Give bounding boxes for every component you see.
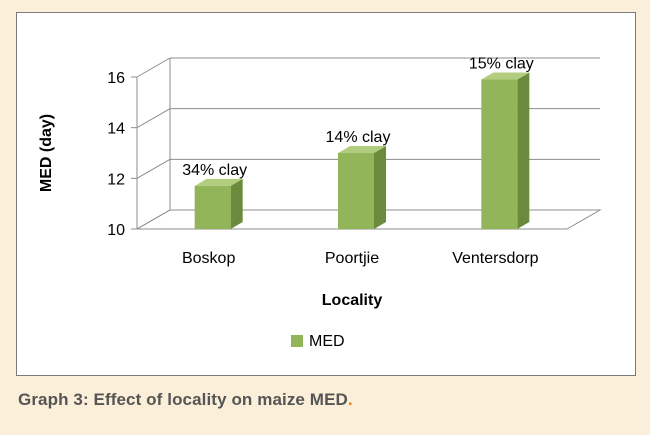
bar-1 (338, 153, 374, 229)
caption-text: Graph 3: Effect of locality on maize MED (18, 390, 348, 409)
legend-label: MED (309, 333, 345, 350)
chart-floor (135, 209, 602, 230)
x-tick-label: Poortjie (325, 250, 379, 267)
y-tick-label: 12 (107, 171, 125, 188)
gridline-side-2 (136, 108, 171, 129)
gridline-side-3 (136, 57, 171, 78)
chart-frame: 10 12 14 16 MED (day) 34% clay Boskop 14% clay P… (16, 12, 636, 376)
bar-side-1 (374, 146, 386, 229)
bar-side-2 (517, 72, 530, 230)
x-axis-title: Locality (322, 292, 383, 309)
bar-data-label: 14% clay (326, 129, 391, 146)
bar-data-label: 15% clay (469, 56, 534, 73)
bar-data-label: 34% clay (182, 162, 247, 179)
x-tick-label: Boskop (182, 250, 235, 267)
bar-top-2 (481, 72, 530, 80)
y-tick-label: 16 (107, 70, 125, 87)
bar-top-1 (338, 146, 386, 153)
gridline-side-1 (136, 158, 171, 179)
y-axis-title: MED (day) (38, 114, 55, 192)
bar-0 (194, 185, 231, 229)
bar-2 (481, 79, 518, 230)
bar-top-0 (194, 178, 243, 186)
caption-end-mark: . (347, 390, 353, 409)
legend-swatch (291, 335, 303, 347)
figure-caption: Graph 3: Effect of locality on maize MED… (18, 390, 353, 410)
bar-side-0 (230, 178, 243, 229)
y-tick-label: 10 (107, 222, 125, 239)
med-bar-chart: 10 12 14 16 MED (day) 34% clay Boskop 14% clay P… (38, 56, 602, 350)
y-tick-label: 14 (107, 121, 125, 138)
x-tick-label: Ventersdorp (452, 250, 538, 267)
